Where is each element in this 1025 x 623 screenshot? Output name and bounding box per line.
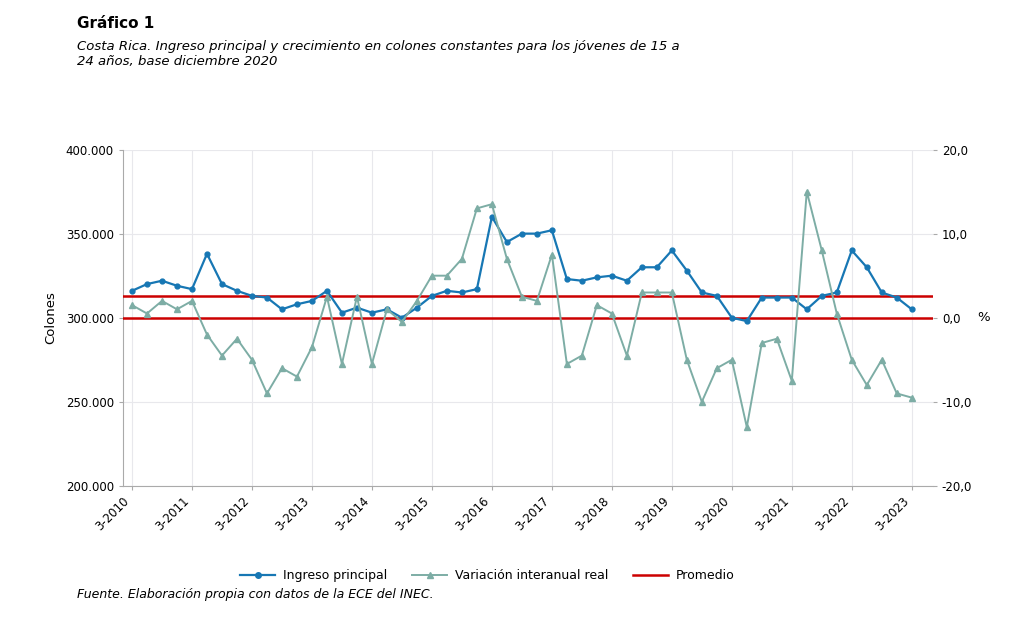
Text: Gráfico 1: Gráfico 1 [77, 16, 154, 31]
Y-axis label: Colones: Colones [44, 292, 57, 344]
Legend: Ingreso principal, Variación interanual real, Promedio: Ingreso principal, Variación interanual … [236, 564, 739, 587]
Text: Costa Rica. Ingreso principal y crecimiento en colones constantes para los jóven: Costa Rica. Ingreso principal y crecimie… [77, 40, 680, 69]
Text: Fuente. Elaboración propia con datos de la ECE del INEC.: Fuente. Elaboración propia con datos de … [77, 588, 434, 601]
Text: %: % [977, 312, 990, 324]
